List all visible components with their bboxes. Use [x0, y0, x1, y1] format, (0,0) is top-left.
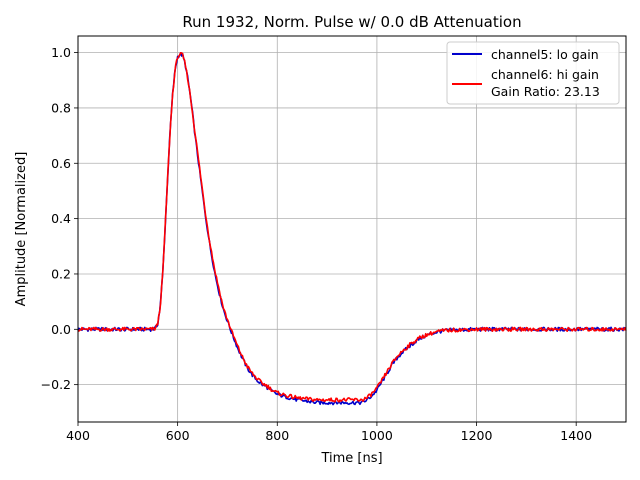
x-tick-label: 1000 — [361, 428, 393, 443]
y-tick-label: 0.0 — [51, 322, 71, 337]
y-axis-label: Amplitude [Normalized] — [14, 152, 29, 307]
legend-frame — [446, 41, 620, 105]
series-line-channel6 — [77, 51, 627, 403]
series-line-channel5 — [77, 51, 627, 406]
legend-label-gain-ratio: Gain Ratio: 23.13 — [491, 84, 600, 99]
x-tick-label: 400 — [66, 428, 90, 443]
x-tick-label: 1200 — [461, 428, 493, 443]
y-tick-label: 0.6 — [51, 156, 71, 171]
x-tick-label: 600 — [166, 428, 190, 443]
y-tick-label: 0.2 — [51, 266, 71, 281]
y-tick-label: 1.0 — [51, 45, 71, 60]
legend: channel5: lo gain channel6: hi gain Gain… — [446, 41, 620, 105]
legend-label-channel6: channel6: hi gain — [491, 67, 599, 82]
chart-title: Run 1932, Norm. Pulse w/ 0.0 dB Attenuat… — [182, 13, 521, 31]
y-tick-label: −0.2 — [41, 377, 71, 392]
x-tick-label: 1400 — [560, 428, 592, 443]
axis-ticks: 400 600 800 1000 1200 1400 −0.2 0.0 0.2 0.4 0.6 0.8… — [41, 45, 592, 443]
y-tick-label: 0.8 — [51, 100, 71, 115]
x-tick-label: 800 — [265, 428, 289, 443]
y-tick-label: 0.4 — [51, 211, 71, 226]
series-group — [77, 51, 627, 406]
legend-label-channel5: channel5: lo gain — [491, 47, 599, 62]
x-axis-label: Time [ns] — [320, 451, 382, 466]
plot-frame — [77, 35, 627, 423]
